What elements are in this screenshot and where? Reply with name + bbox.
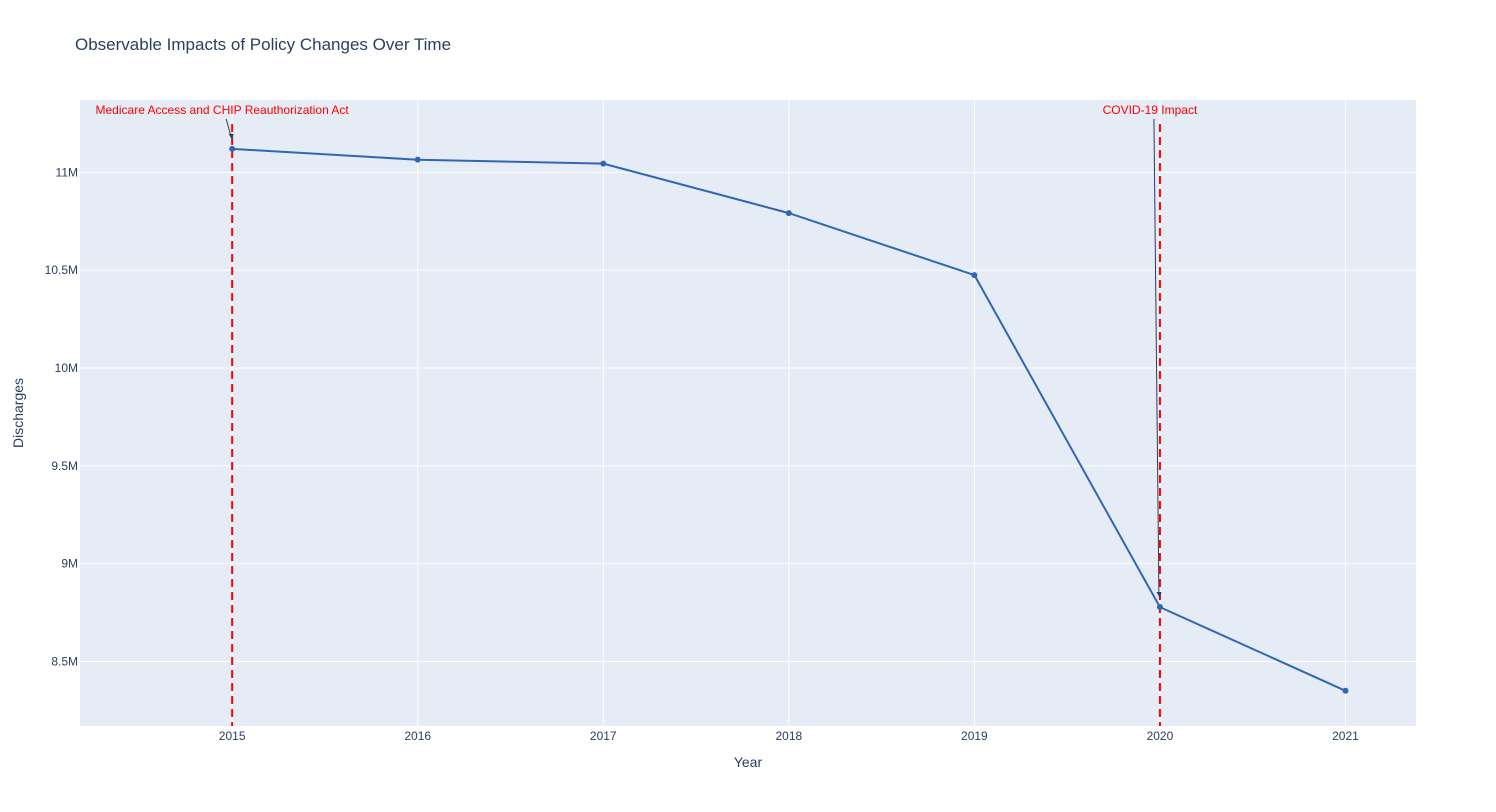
annotation-arrowhead	[1156, 592, 1162, 599]
grid-lines	[80, 100, 1416, 726]
x-tick-label: 2017	[590, 729, 617, 743]
x-tick-label: 2019	[961, 729, 988, 743]
annotation-lines	[231, 124, 1161, 726]
data-point	[1342, 687, 1349, 694]
y-tick-labels: 8.5M 9M 9.5M 10M 10.5M 11M	[45, 165, 78, 668]
annotation-labels: Medicare Access and CHIP Reauthorization…	[96, 103, 1198, 599]
x-tick-label: 2020	[1147, 729, 1174, 743]
y-tick-label: 9.5M	[51, 459, 78, 473]
annotation-arrowhead	[228, 133, 234, 140]
data-point	[971, 272, 978, 279]
data-point	[600, 160, 607, 167]
data-point	[1156, 604, 1163, 611]
chart-title: Observable Impacts of Policy Changes Ove…	[75, 35, 451, 54]
data-point	[414, 156, 421, 163]
data-point	[785, 210, 792, 217]
y-axis-title: Discharges	[10, 378, 26, 448]
x-tick-label: 2015	[219, 729, 246, 743]
x-tick-label: 2021	[1332, 729, 1359, 743]
annotation-arrow	[1153, 118, 1160, 596]
y-tick-label: 10.5M	[45, 263, 78, 277]
x-tick-label: 2018	[775, 729, 802, 743]
y-tick-label: 10M	[55, 361, 78, 375]
annotation-label: COVID-19 Impact	[1103, 103, 1198, 117]
y-tick-label: 8.5M	[51, 654, 78, 668]
y-tick-label: 9M	[61, 557, 78, 571]
x-axis-title: Year	[734, 754, 763, 770]
x-tick-labels: 2015 2016 2017 2018 2019 2020 2021	[219, 729, 1359, 743]
y-tick-label: 11M	[56, 165, 78, 179]
annotation-label: Medicare Access and CHIP Reauthorization…	[96, 103, 350, 117]
x-tick-label: 2016	[404, 729, 431, 743]
data-points	[229, 145, 1349, 694]
data-point	[229, 145, 236, 152]
